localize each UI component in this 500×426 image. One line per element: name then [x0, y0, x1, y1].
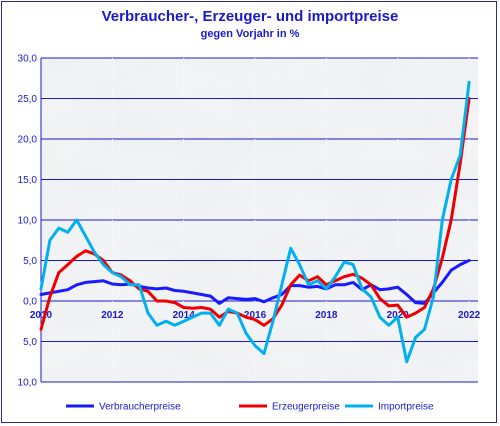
y-tick-label: 5,0: [23, 256, 37, 267]
legend-label: Importpreise: [378, 402, 434, 413]
legend-label: Verbraucherpreise: [99, 402, 181, 413]
y-tick-label: 5,0: [23, 337, 37, 348]
y-tick-label: 0,0: [23, 297, 37, 308]
chart-subtitle: gegen Vorjahr in %: [200, 28, 300, 40]
x-tick-label: 2016: [244, 310, 267, 321]
x-tick-label: 2012: [101, 310, 124, 321]
y-tick-label: 30,0: [18, 54, 38, 65]
series-line-3: [39, 80, 471, 364]
x-tick-label: 2020: [387, 310, 410, 321]
x-tick-label: 2022: [458, 310, 481, 321]
series-line-1: [39, 259, 471, 305]
y-tick-label: 15,0: [18, 175, 38, 186]
y-tick-label: 25,0: [18, 94, 38, 105]
legend-label: Erzeugerpreise: [272, 402, 340, 413]
y-tick-label: 20,0: [18, 135, 38, 146]
chart-title: Verbraucher-, Erzeuger- und importpreise: [101, 8, 399, 25]
y-tick-label: 10,0: [18, 216, 38, 227]
x-tick-label: 2018: [315, 310, 338, 321]
x-tick-label: 2014: [173, 310, 196, 321]
y-tick-label: 10,0: [18, 378, 38, 389]
